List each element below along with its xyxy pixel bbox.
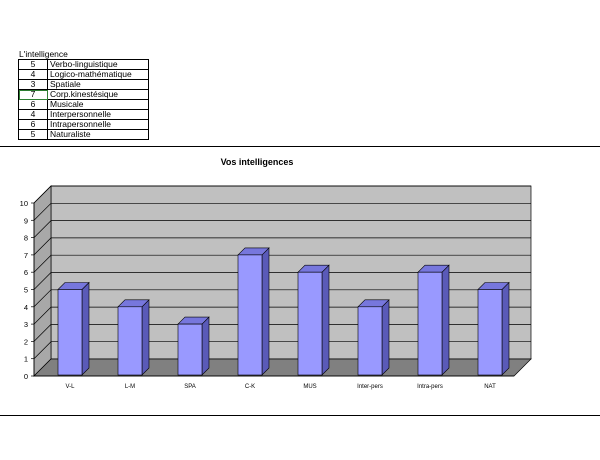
y-tick-label: 8	[24, 234, 28, 243]
label-cell[interactable]: Corp.kinestésique	[47, 89, 149, 100]
label-cell[interactable]: Intrapersonnelle	[47, 119, 149, 130]
x-tick-label: Intra-pers	[417, 384, 443, 390]
score-cell[interactable]: 6	[18, 119, 48, 130]
bar	[297, 271, 323, 376]
gridline	[33, 254, 531, 273]
score-cell[interactable]: 4	[18, 69, 48, 80]
bar-side	[81, 281, 90, 376]
table-row[interactable]: 4 Logico-mathématique	[18, 69, 149, 80]
gridline	[33, 220, 531, 238]
y-tick-label: 0	[24, 372, 28, 381]
sheet-caption: L'intelligence	[19, 49, 68, 59]
bar-side	[441, 264, 450, 376]
gridline	[33, 202, 531, 221]
table-row[interactable]: 4 Interpersonnelle	[18, 109, 149, 120]
bar-side	[201, 316, 210, 376]
score-cell[interactable]: 7	[18, 89, 48, 100]
score-cell[interactable]: 3	[18, 79, 48, 90]
table-row[interactable]: 5 Verbo-linguistique	[18, 59, 149, 70]
x-tick-label: NAT	[484, 384, 496, 390]
y-tick-label: 2	[24, 337, 28, 346]
x-tick-label: C-K	[245, 384, 255, 390]
bar-side	[141, 299, 150, 376]
gridline	[33, 237, 531, 256]
y-tick-label: 3	[24, 320, 28, 329]
bar	[57, 289, 83, 376]
score-cell[interactable]: 5	[18, 129, 48, 140]
label-cell[interactable]: Verbo-linguistique	[47, 59, 149, 70]
x-tick-label: Inter-pers	[357, 384, 383, 390]
y-tick-label: 9	[24, 216, 28, 225]
bar	[177, 323, 203, 376]
bar-side	[381, 299, 390, 376]
scores-table: 5 Verbo-linguistique 4 Logico-mathématique 3…	[18, 59, 149, 140]
bar	[117, 306, 143, 376]
table-row[interactable]: 3 Spatiale	[18, 79, 149, 90]
score-cell[interactable]: 6	[18, 99, 48, 110]
score-cell[interactable]: 5	[18, 59, 48, 70]
bar-side	[321, 264, 330, 376]
label-cell[interactable]: Interpersonnelle	[47, 109, 149, 120]
y-tick-label: 1	[24, 355, 28, 364]
bar-chart: 0 1 2 3 4 5 6 7 8 9 10 V-L L-M SPA C-K MUS Inter-pers Int…	[20, 157, 532, 390]
bar	[477, 289, 503, 376]
bar	[237, 254, 263, 376]
bar-side	[261, 247, 270, 376]
bar-side	[501, 281, 510, 376]
label-cell[interactable]: Musicale	[47, 99, 149, 110]
y-tick-label: 5	[24, 286, 28, 295]
bar	[417, 271, 443, 376]
gridline	[33, 272, 531, 290]
x-tick-label: L-M	[125, 384, 135, 390]
label-cell[interactable]: Naturaliste	[47, 129, 149, 140]
table-row[interactable]: 5 Naturaliste	[18, 129, 149, 140]
chart-frame[interactable]: 0 1 2 3 4 5 6 7 8 9 10 V-L L-M SPA C-K MUS Inter-pers Int…	[0, 146, 600, 416]
gridline	[33, 289, 531, 308]
x-tick-label: SPA	[184, 384, 196, 390]
chart-floor	[33, 358, 532, 377]
bar	[357, 306, 383, 376]
table-row[interactable]: 7 Corp.kinestésique	[18, 89, 149, 100]
score-cell[interactable]: 4	[18, 109, 48, 120]
chart-title: Vos intelligences	[221, 157, 294, 167]
y-tick-label: 4	[24, 303, 28, 312]
table-row[interactable]: 6 Intrapersonnelle	[18, 119, 149, 130]
x-tick-label: V-L	[65, 384, 75, 390]
y-tick-label: 6	[24, 268, 28, 277]
label-cell[interactable]: Logico-mathématique	[47, 69, 149, 80]
y-tick-label: 7	[24, 251, 28, 260]
gridline	[33, 185, 531, 204]
x-tick-label: MUS	[303, 384, 316, 390]
label-cell[interactable]: Spatiale	[47, 79, 149, 90]
table-row[interactable]: 6 Musicale	[18, 99, 149, 110]
y-tick-label: 10	[20, 199, 28, 208]
